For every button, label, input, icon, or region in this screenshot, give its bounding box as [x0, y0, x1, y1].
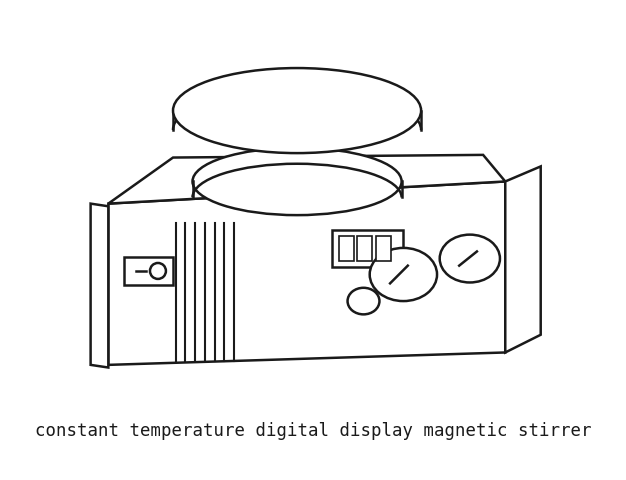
Ellipse shape: [173, 69, 421, 154]
Polygon shape: [505, 167, 541, 353]
Polygon shape: [91, 204, 108, 368]
Bar: [332, 231, 403, 268]
Polygon shape: [108, 156, 505, 204]
Bar: [376, 237, 391, 262]
Ellipse shape: [439, 235, 500, 283]
Bar: [339, 237, 354, 262]
Polygon shape: [108, 182, 505, 365]
Ellipse shape: [193, 148, 402, 216]
Text: constant temperature digital display magnetic stirrer: constant temperature digital display mag…: [35, 420, 591, 439]
Ellipse shape: [370, 248, 437, 301]
Bar: [357, 237, 372, 262]
Ellipse shape: [347, 288, 379, 315]
Bar: [125, 257, 173, 286]
Ellipse shape: [150, 264, 166, 279]
